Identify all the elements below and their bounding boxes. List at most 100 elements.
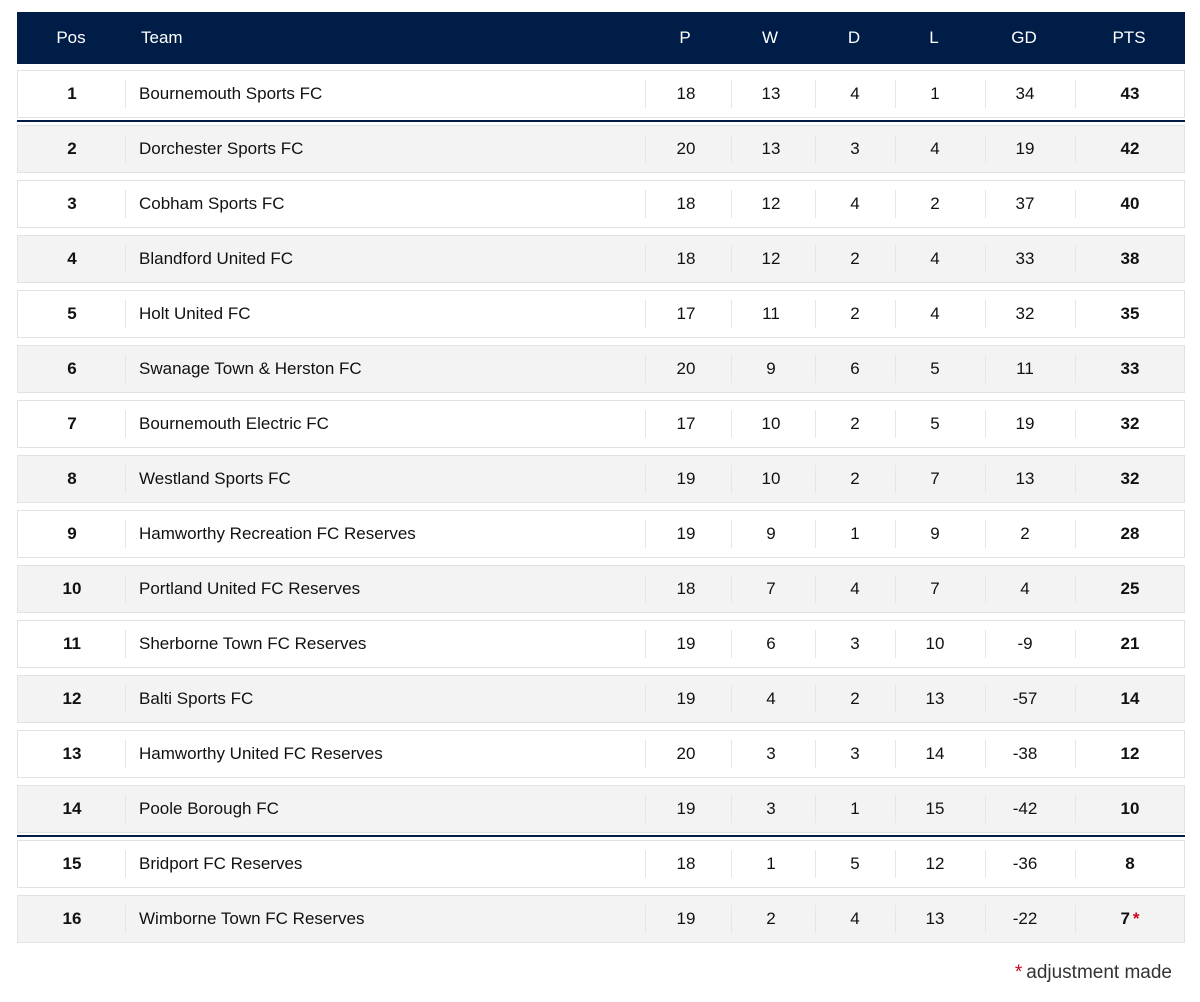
cell-points-value: 28 — [1120, 524, 1140, 543]
cell-won: 10 — [731, 456, 811, 502]
cell-team[interactable]: Hamworthy Recreation FC Reserves — [139, 511, 659, 557]
cell-pos: 1 — [18, 71, 126, 117]
cell-lost-value: 4 — [930, 304, 940, 323]
cell-lost-value: 13 — [925, 689, 945, 708]
cell-team-value: Portland United FC Reserves — [139, 579, 361, 598]
cell-goal-difference: -42 — [985, 786, 1065, 832]
cell-team-value: Westland Sports FC — [139, 469, 291, 488]
column-divider — [895, 740, 896, 768]
column-divider — [1075, 190, 1076, 218]
table-row[interactable]: 14 Poole Borough FC 19 3 1 15 -42 10 — [17, 785, 1185, 833]
cell-points: 28 — [1090, 511, 1170, 557]
cell-team[interactable]: Bournemouth Electric FC — [139, 401, 659, 447]
cell-team[interactable]: Blandford United FC — [139, 236, 659, 282]
cell-team[interactable]: Dorchester Sports FC — [139, 126, 659, 172]
cell-team[interactable]: Bridport FC Reserves — [139, 841, 659, 887]
column-divider — [895, 135, 896, 163]
header-goal-difference[interactable]: GD — [1011, 28, 1037, 47]
cell-team[interactable]: Wimborne Town FC Reserves — [139, 896, 659, 942]
table-row[interactable]: 9 Hamworthy Recreation FC Reserves 19 9 1 9 2 2… — [17, 510, 1185, 558]
column-divider — [895, 685, 896, 713]
footnote-text: adjustment made — [1026, 962, 1172, 983]
header-won[interactable]: W — [761, 28, 779, 47]
table-row[interactable]: 8 Westland Sports FC 19 10 2 7 13 32 — [17, 455, 1185, 503]
header-points[interactable]: PTS — [1112, 28, 1146, 47]
table-row[interactable]: 2 Dorchester Sports FC 20 13 3 4 19 42 — [17, 125, 1185, 173]
column-divider — [895, 575, 896, 603]
cell-played: 18 — [646, 566, 726, 612]
column-divider — [895, 355, 896, 383]
cell-points-value: 42 — [1120, 139, 1140, 158]
cell-lost: 10 — [895, 621, 975, 667]
table-row[interactable]: 5 Holt United FC 17 11 2 4 32 35 — [17, 290, 1185, 338]
cell-team[interactable]: Poole Borough FC — [139, 786, 659, 832]
cell-pos-value: 2 — [67, 139, 77, 158]
column-divider — [815, 520, 816, 548]
table-row[interactable]: 6 Swanage Town & Herston FC 20 9 6 5 11 33 — [17, 345, 1185, 393]
table-row[interactable]: 13 Hamworthy United FC Reserves 20 3 3 14 -38 1… — [17, 730, 1185, 778]
cell-team-value: Dorchester Sports FC — [139, 139, 304, 158]
cell-points-value: 38 — [1120, 249, 1140, 268]
cell-goal-difference-value: 13 — [1015, 469, 1035, 488]
cell-pos: 9 — [18, 511, 126, 557]
column-divider — [645, 520, 646, 548]
cell-team[interactable]: Bournemouth Sports FC — [139, 71, 659, 117]
cell-won: 9 — [731, 346, 811, 392]
cell-goal-difference: -38 — [985, 731, 1065, 777]
table-row[interactable]: 7 Bournemouth Electric FC 17 10 2 5 19 32 — [17, 400, 1185, 448]
table-row[interactable]: 10 Portland United FC Reserves 18 7 4 7 4 25 — [17, 565, 1185, 613]
cell-team[interactable]: Sherborne Town FC Reserves — [139, 621, 659, 667]
table-row[interactable]: 4 Blandford United FC 18 12 2 4 33 38 — [17, 235, 1185, 283]
table-row[interactable]: 15 Bridport FC Reserves 18 1 5 12 -36 8 — [17, 840, 1185, 888]
cell-pos-value: 10 — [62, 579, 82, 598]
header-team[interactable]: Team — [141, 28, 183, 47]
cell-goal-difference: 2 — [985, 511, 1065, 557]
table-row[interactable]: 3 Cobham Sports FC 18 12 4 2 37 40 — [17, 180, 1185, 228]
cell-lost: 4 — [895, 236, 975, 282]
column-divider — [895, 905, 896, 933]
column-divider — [1075, 685, 1076, 713]
cell-team[interactable]: Hamworthy United FC Reserves — [139, 731, 659, 777]
cell-team[interactable]: Westland Sports FC — [139, 456, 659, 502]
footnote-asterisk: * — [1014, 962, 1023, 983]
table-row[interactable]: 16 Wimborne Town FC Reserves 19 2 4 13 -22 7 * — [17, 895, 1185, 943]
column-divider — [985, 410, 986, 438]
cell-played: 17 — [646, 291, 726, 337]
header-played[interactable]: P — [679, 28, 691, 47]
cell-lost-value: 15 — [925, 799, 945, 818]
header-lost[interactable]: L — [929, 28, 939, 47]
header-pos[interactable]: Pos — [56, 28, 86, 47]
cell-team[interactable]: Swanage Town & Herston FC — [139, 346, 659, 392]
cell-team[interactable]: Holt United FC — [139, 291, 659, 337]
cell-drawn: 6 — [815, 346, 895, 392]
cell-team[interactable]: Balti Sports FC — [139, 676, 659, 722]
column-divider — [985, 630, 986, 658]
cell-played-value: 19 — [676, 689, 696, 708]
cell-won: 10 — [731, 401, 811, 447]
cell-played-value: 19 — [676, 799, 696, 818]
column-divider — [645, 685, 646, 713]
table-row[interactable]: 12 Balti Sports FC 19 4 2 13 -57 14 — [17, 675, 1185, 723]
cell-points-value: 32 — [1120, 414, 1140, 433]
header-drawn[interactable]: D — [847, 28, 861, 47]
column-divider — [125, 300, 126, 328]
cell-drawn-value: 1 — [850, 799, 860, 818]
cell-won: 13 — [731, 126, 811, 172]
cell-team[interactable]: Cobham Sports FC — [139, 181, 659, 227]
cell-won: 12 — [731, 181, 811, 227]
cell-team[interactable]: Portland United FC Reserves — [139, 566, 659, 612]
column-divider — [125, 355, 126, 383]
cell-team-value: Bridport FC Reserves — [139, 854, 303, 873]
column-divider — [985, 355, 986, 383]
cell-won-value: 9 — [766, 524, 776, 543]
table-row[interactable]: 11 Sherborne Town FC Reserves 19 6 3 10 -9 21 — [17, 620, 1185, 668]
cell-lost: 7 — [895, 566, 975, 612]
cell-won-value: 10 — [761, 414, 781, 433]
cell-played: 20 — [646, 126, 726, 172]
cell-pos: 13 — [18, 731, 126, 777]
column-divider — [1075, 135, 1076, 163]
cell-points: 21 — [1090, 621, 1170, 667]
table-row[interactable]: 1 Bournemouth Sports FC 18 13 4 1 34 43 — [17, 70, 1185, 118]
column-divider — [985, 850, 986, 878]
cell-played: 17 — [646, 401, 726, 447]
